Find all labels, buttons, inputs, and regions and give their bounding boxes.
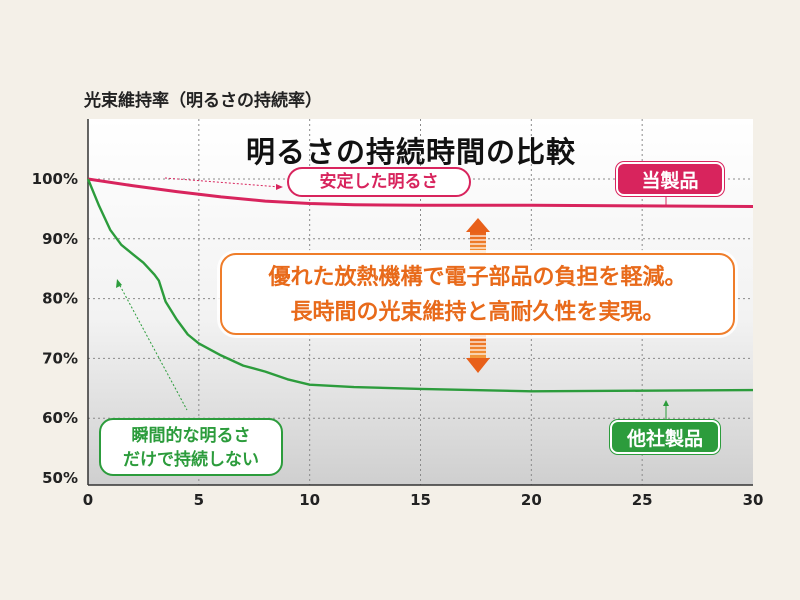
gap-arrow-down	[466, 358, 490, 373]
gap-arrow-up	[466, 218, 490, 232]
heat-dissipation-callout: 優れた放熱機構で電子部品の負担を軽減。 長時間の光束維持と高耐久性を実現。	[220, 253, 735, 335]
gap-arrow-stripes	[470, 235, 486, 355]
x-tick-label: 10	[299, 491, 320, 509]
series-lines	[86, 177, 754, 393]
y-tick-label: 100%	[32, 170, 78, 188]
stable-brightness-callout: 安定した明るさ	[287, 167, 471, 197]
stable-arrowhead	[276, 184, 283, 190]
momentary-brightness-callout: 瞬間的な明るさ だけで持続しない	[99, 418, 283, 476]
legend-our-product: 当製品	[616, 162, 724, 196]
gap-arrow-upper-shaft	[470, 232, 486, 254]
x-tick-label: 15	[410, 491, 431, 509]
series-line-1	[86, 178, 754, 393]
x-tick-label: 5	[194, 491, 204, 509]
x-tick-label: 20	[521, 491, 542, 509]
y-tick-label: 60%	[42, 409, 78, 427]
x-tick-label: 25	[632, 491, 653, 509]
momentary-line-2: だけで持続しない	[123, 450, 259, 470]
y-axis-ticks: 50% 60% 70% 80% 90% 100%	[32, 170, 78, 487]
legend-other-product: 他社製品	[610, 420, 720, 454]
series-line-0	[87, 177, 754, 208]
y-tick-label: 90%	[42, 230, 78, 248]
momentary-arrowhead	[116, 279, 122, 288]
momentary-line-1: 瞬間的な明るさ	[131, 426, 251, 446]
y-axis-label: 光束維持率（明るさの持続率）	[84, 91, 322, 111]
stable-annotation-arrow	[164, 177, 281, 188]
y-tick-label: 80%	[42, 290, 78, 308]
x-tick-label: 30	[743, 491, 764, 509]
others-pointer-head	[663, 400, 669, 406]
y-tick-label: 50%	[42, 469, 78, 487]
momentary-annotation-arrow	[117, 281, 188, 411]
y-tick-label: 70%	[42, 349, 78, 367]
chart-title: 明るさの持続時間の比較	[246, 135, 577, 169]
heat-dissipation-line-2: 長時間の光束維持と高耐久性を実現。	[290, 300, 665, 325]
x-axis-ticks: 0 5 10 15 20 25 30	[83, 491, 764, 509]
heat-dissipation-line-1: 優れた放熱機構で電子部品の負担を軽減。	[268, 265, 687, 290]
x-tick-label: 0	[83, 491, 93, 509]
